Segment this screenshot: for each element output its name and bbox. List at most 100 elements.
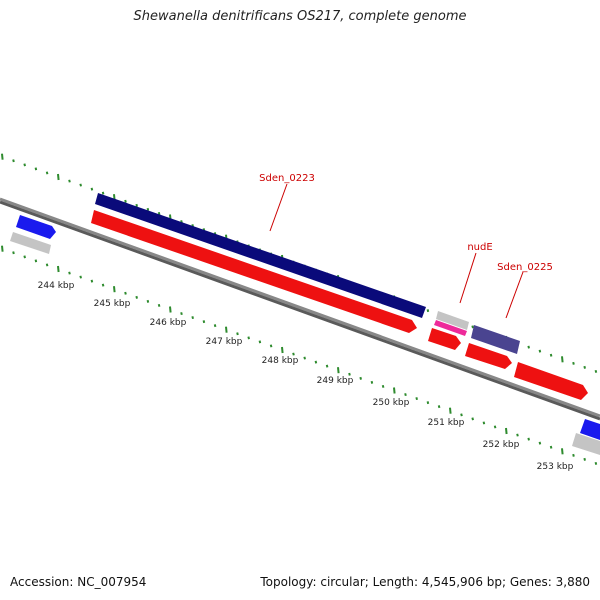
scale-label-245: 245 kbp: [94, 299, 131, 309]
upper-tick-1: [12, 159, 15, 163]
upper-tick-47: [527, 345, 530, 349]
lower-tick-7: [79, 275, 82, 279]
scale-label-246: 246 kbp: [150, 318, 187, 328]
scale-label-248: 248 kbp: [262, 356, 299, 366]
gene-blue-left[interactable]: [16, 215, 56, 239]
lower-tick-22: [247, 336, 250, 340]
lower-tick-43: [482, 421, 486, 425]
upper-tick-0: [1, 153, 4, 160]
gene-red-4[interactable]: [514, 362, 588, 400]
scale-label-251: 251 kbp: [428, 418, 465, 428]
gene-nude[interactable]: [436, 311, 469, 330]
lower-tick-27: [303, 356, 306, 360]
lower-tick-6: [68, 271, 71, 275]
genome-backbone: [0, 197, 600, 421]
gene-nude-pink[interactable]: [434, 320, 467, 336]
lower-tick-36: [404, 393, 407, 397]
lower-tick-28: [314, 360, 318, 364]
scale-label-247: 247 kbp: [206, 337, 243, 347]
lower-tick-32: [359, 376, 362, 380]
map-title: Shewanella denitrificans OS217, complete…: [133, 9, 467, 24]
lower-tick-46: [516, 433, 519, 437]
lower-tick-3: [34, 259, 38, 263]
gene-red-2[interactable]: [428, 328, 461, 350]
lower-tick-21: [236, 332, 239, 336]
upper-tick-6: [68, 179, 71, 183]
lower-tick-53: [594, 461, 598, 465]
lower-tick-33: [370, 380, 374, 384]
lower-tick-23: [258, 340, 262, 344]
upper-tick-51: [572, 361, 575, 365]
lower-tick-9: [101, 283, 105, 287]
upper-tick-50: [561, 356, 564, 363]
lower-tick-19: [213, 324, 217, 328]
upper-tick-5: [57, 173, 60, 181]
lower-tick-35: [393, 387, 396, 394]
gene-grey-left[interactable]: [10, 232, 51, 254]
upper-tick-3: [34, 167, 38, 171]
lower-tick-31: [348, 372, 351, 376]
upper-tick-12: [135, 203, 138, 207]
genome-summary-text: Topology: circular; Length: 4,545,906 bp…: [260, 575, 590, 589]
lower-tick-10: [113, 286, 116, 293]
upper-tick-48: [538, 349, 542, 353]
lower-tick-24: [269, 344, 273, 348]
gene-callouts: [269, 183, 524, 319]
upper-tick-9: [101, 191, 105, 195]
lower-tick-42: [471, 417, 474, 421]
lower-tick-12: [135, 295, 138, 299]
lower-tick-0: [1, 245, 4, 252]
lower-tick-52: [583, 457, 586, 461]
lower-tick-17: [191, 316, 194, 320]
gene-sden-0223[interactable]: [95, 193, 426, 318]
upper-tick-42: [471, 325, 474, 329]
gene-label-nude[interactable]: nudE: [467, 242, 492, 253]
lower-tick-48: [538, 441, 542, 445]
lower-tick-44: [493, 425, 497, 429]
upper-tick-4: [45, 171, 49, 175]
lower-tick-40: [449, 407, 452, 414]
scale-label-249: 249 kbp: [317, 376, 354, 386]
gene-red-3[interactable]: [465, 343, 512, 369]
lower-tick-30: [337, 367, 340, 374]
gene-red-1[interactable]: [91, 210, 417, 333]
lower-tick-38: [426, 401, 430, 405]
gene-grey-right[interactable]: [572, 433, 600, 455]
lower-tick-11: [124, 291, 127, 295]
lower-tick-49: [549, 445, 553, 449]
lower-tick-51: [572, 453, 575, 457]
scale-label-252: 252 kbp: [483, 440, 520, 450]
lower-tick-47: [527, 437, 530, 441]
lower-tick-15: [169, 306, 172, 313]
upper-tick-52: [583, 365, 586, 369]
lower-tick-16: [180, 312, 183, 316]
gene-label-sden-0223[interactable]: Sden_0223: [259, 173, 315, 184]
lower-tick-row: [1, 245, 598, 465]
upper-tick-38: [426, 309, 430, 313]
scale-label-250: 250 kbp: [373, 398, 410, 408]
lower-tick-1: [12, 251, 15, 255]
accession-text: Accession: NC_007954: [10, 575, 147, 589]
lower-tick-2: [23, 255, 26, 259]
gene-sden-0225[interactable]: [471, 325, 520, 354]
scale-label-group: 244 kbp 245 kbp 246 kbp 247 kbp 248 kbp …: [38, 281, 574, 472]
lower-tick-45: [505, 427, 508, 435]
upper-tick-14: [157, 211, 161, 215]
lower-tick-8: [90, 279, 94, 283]
lower-tick-25: [281, 346, 284, 354]
upper-tick-7: [79, 183, 82, 187]
upper-tick-49: [549, 353, 553, 357]
upper-tick-53: [594, 369, 598, 373]
gene-features: [10, 193, 600, 455]
scale-label-244: 244 kbp: [38, 281, 75, 291]
lower-tick-50: [561, 448, 564, 455]
lower-tick-13: [146, 299, 150, 303]
gene-label-sden-0225[interactable]: Sden_0225: [497, 262, 553, 273]
lower-tick-20: [225, 326, 228, 333]
gene-label-group: Sden_0223 nudE Sden_0225: [259, 173, 553, 273]
lower-tick-34: [381, 384, 385, 388]
upper-tick-8: [90, 187, 94, 191]
gene-blue-right[interactable]: [580, 419, 600, 440]
lower-tick-37: [415, 397, 418, 401]
